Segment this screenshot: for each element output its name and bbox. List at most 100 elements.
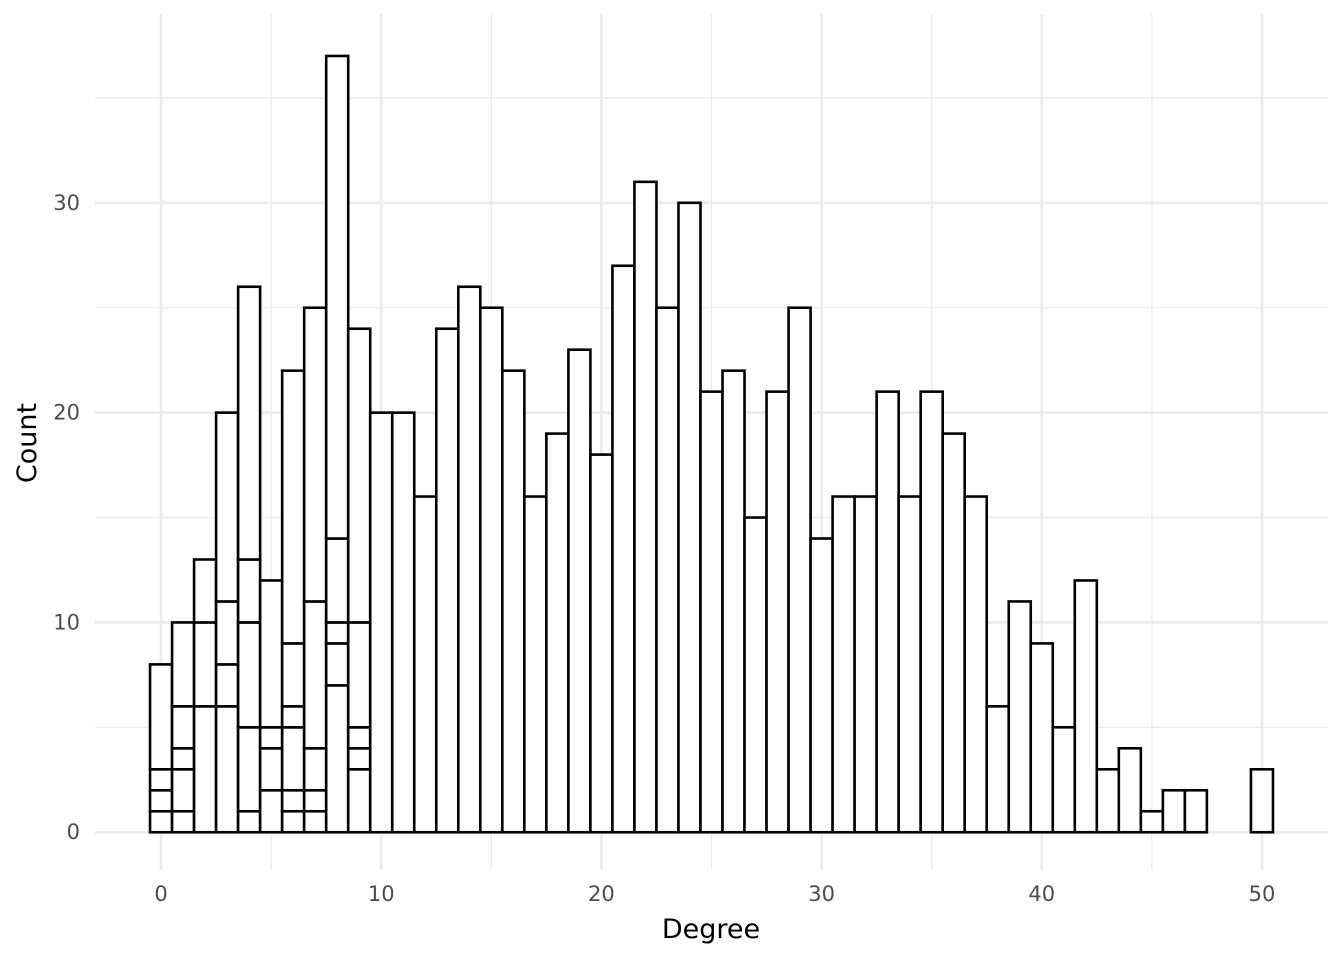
histogram-bar: [941, 432, 967, 834]
x-axis-ticks: 0 10 20 30 40 50: [154, 882, 1275, 906]
bar-segment: [170, 621, 196, 708]
bar-segment: [324, 621, 350, 645]
histogram-bar: [699, 390, 724, 834]
bar-segment: [919, 390, 944, 834]
bar-segment: [1117, 747, 1143, 834]
histogram-bar: [236, 285, 262, 834]
y-axis-ticks: 0 10 20 30: [53, 191, 80, 844]
x-tick-label: 10: [368, 882, 395, 906]
x-axis-title: Degree: [662, 914, 760, 945]
bar-segment: [236, 621, 262, 729]
bar-segment: [1139, 809, 1165, 834]
bar-segment: [1007, 600, 1033, 834]
bar-segment: [677, 201, 702, 834]
bar-segment: [1161, 788, 1187, 834]
bar-segment: [236, 285, 262, 561]
bar-segment: [236, 558, 262, 624]
y-tick-label: 10: [53, 610, 80, 634]
bar-segment: [170, 747, 196, 771]
bar-segment: [258, 726, 284, 750]
histogram-bar: [258, 579, 284, 834]
bar-segment: [787, 306, 812, 834]
bar-segment: [302, 809, 328, 834]
histogram-bar: [919, 390, 944, 834]
histogram-bar: [214, 411, 240, 834]
bar-segment: [434, 327, 460, 834]
bar-segment: [346, 767, 372, 834]
bar-segment: [655, 306, 680, 834]
bar-segment: [192, 705, 218, 834]
bar-segment: [1183, 788, 1209, 834]
histogram-bar: [633, 180, 658, 834]
histogram-bar: [545, 432, 570, 834]
histogram-bar: [192, 558, 218, 834]
histogram-bar: [170, 621, 196, 834]
bar-segment: [324, 642, 350, 687]
histogram-bar: [1249, 767, 1275, 834]
bar-segment: [346, 747, 372, 771]
histogram-bar: [479, 306, 504, 834]
bar-segment: [148, 767, 174, 792]
histogram-bar: [765, 390, 790, 834]
histogram-bar: [897, 495, 922, 834]
bar-segment: [456, 285, 482, 834]
histogram-bar: [456, 285, 482, 834]
bar-segment: [545, 432, 570, 834]
x-tick-label: 40: [1028, 882, 1055, 906]
bar-segment: [941, 432, 967, 834]
bar-segment: [280, 642, 306, 708]
bar-segment: [236, 809, 262, 834]
bar-segment: [1073, 579, 1099, 834]
histogram-bar: [721, 369, 746, 834]
bar-segment: [368, 411, 394, 834]
bar-segment: [985, 705, 1011, 834]
bar-segment: [963, 495, 989, 834]
bar-segment: [1095, 767, 1121, 834]
bar-segment: [302, 788, 328, 813]
bar-segment: [214, 705, 240, 834]
bar-segment: [390, 411, 416, 834]
histogram-bar: [390, 411, 416, 834]
bar-segment: [280, 809, 306, 834]
bar-segment: [170, 767, 196, 813]
histogram-bar: [831, 495, 856, 834]
bar-segment: [523, 495, 548, 834]
histogram-bar: [567, 348, 592, 834]
histogram-bar: [412, 495, 438, 834]
bar-segment: [280, 788, 306, 813]
x-tick-label: 0: [154, 882, 167, 906]
bar-segment: [302, 306, 328, 603]
histogram-bar: [324, 54, 350, 834]
bar-segment: [1051, 726, 1077, 834]
histogram-bar: [1095, 767, 1121, 834]
bar-segment: [214, 600, 240, 666]
bar-segment: [611, 264, 636, 834]
histogram-bar: [875, 390, 900, 834]
bar-segment: [280, 705, 306, 729]
bar-segment: [809, 537, 834, 834]
bar-segment: [170, 809, 196, 834]
bar-segment: [214, 411, 240, 603]
histogram-bar: [809, 537, 834, 834]
bar-segment: [765, 390, 790, 834]
bar-segment: [501, 369, 526, 834]
bars-layer: [148, 54, 1275, 834]
bar-segment: [192, 621, 218, 708]
histogram-bar: [655, 306, 680, 834]
histogram-bar: [1161, 788, 1187, 834]
histogram-bar: [434, 327, 460, 834]
bar-segment: [479, 306, 504, 834]
bar-segment: [148, 809, 174, 834]
y-tick-label: 20: [53, 401, 80, 425]
bar-segment: [346, 621, 372, 729]
bar-segment: [302, 600, 328, 750]
histogram-bar: [368, 411, 394, 834]
y-tick-label: 30: [53, 191, 80, 215]
bar-segment: [853, 495, 878, 834]
x-tick-label: 20: [588, 882, 615, 906]
bar-segment: [236, 726, 262, 813]
bar-segment: [346, 327, 372, 624]
histogram-bar: [148, 663, 174, 834]
y-axis-title: Count: [12, 403, 43, 483]
